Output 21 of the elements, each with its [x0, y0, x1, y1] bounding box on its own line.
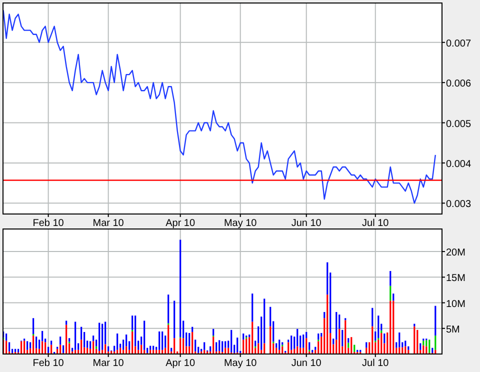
y-tick-label: 0.007 [446, 38, 472, 50]
y-tick-label: 0.004 [446, 158, 472, 170]
x-tick-label: Apr 10 [166, 218, 196, 229]
x-tick-label: Feb 10 [32, 218, 64, 229]
y-tick-label: 0.006 [446, 78, 472, 90]
x-tick-label: Jun 10 [291, 358, 322, 369]
x-tick-label: Feb 10 [32, 358, 64, 369]
x-tick-label: Jul 10 [362, 218, 390, 229]
y-tick-label: 20M [446, 248, 466, 259]
x-tick-label: May 10 [224, 218, 258, 229]
x-tick-label: Jul 10 [362, 358, 390, 369]
y-tick-label: 0.005 [446, 118, 472, 130]
y-tick-label: 15M [446, 273, 466, 284]
x-tick-label: Mar 10 [92, 358, 124, 369]
x-tick-label: Mar 10 [92, 218, 124, 229]
y-tick-label: 0.003 [446, 199, 472, 210]
y-tick-label: 5M [446, 324, 460, 336]
x-tick-label: Jun 10 [291, 218, 322, 229]
y-tick-label: 10M [446, 298, 466, 310]
x-tick-label: Apr 10 [166, 358, 196, 369]
x-tick-label: May 10 [224, 358, 258, 369]
